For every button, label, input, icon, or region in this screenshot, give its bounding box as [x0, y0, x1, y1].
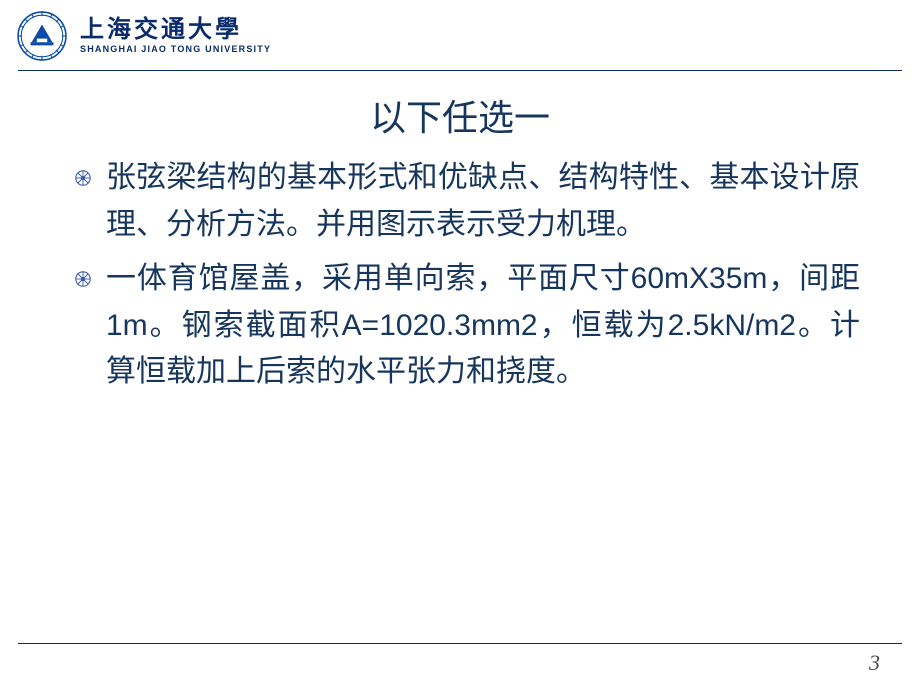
page-number: 3 [869, 650, 880, 676]
bullet-icon [74, 270, 92, 288]
bullet-text: 张弦梁结构的基本形式和优缺点、结构特性、基本设计原理、分析方法。并用图示表示受力… [106, 161, 860, 241]
university-name-cn: 上海交通大學 [80, 18, 271, 42]
university-name-block: 上海交通大學 SHANGHAI JIAO TONG UNIVERSITY [80, 18, 271, 54]
bullet-item: 张弦梁结构的基本形式和优缺点、结构特性、基本设计原理、分析方法。并用图示表示受力… [78, 155, 860, 248]
header-divider [18, 70, 902, 71]
bullet-item: 一体育馆屋盖，采用单向索，平面尺寸60mX35m，间距1m。钢索截面积A=102… [78, 256, 860, 396]
university-name-en: SHANGHAI JIAO TONG UNIVERSITY [80, 44, 271, 54]
slide-title: 以下任选一 [0, 89, 920, 141]
bullet-text: 一体育馆屋盖，采用单向索，平面尺寸60mX35m，间距1m。钢索截面积A=102… [106, 262, 860, 388]
slide-header: 上海交通大學 SHANGHAI JIAO TONG UNIVERSITY [0, 0, 920, 68]
footer-divider [18, 643, 902, 644]
university-logo-icon [16, 10, 68, 62]
slide-content: 张弦梁结构的基本形式和优缺点、结构特性、基本设计原理、分析方法。并用图示表示受力… [78, 155, 860, 396]
bullet-icon [74, 169, 92, 187]
